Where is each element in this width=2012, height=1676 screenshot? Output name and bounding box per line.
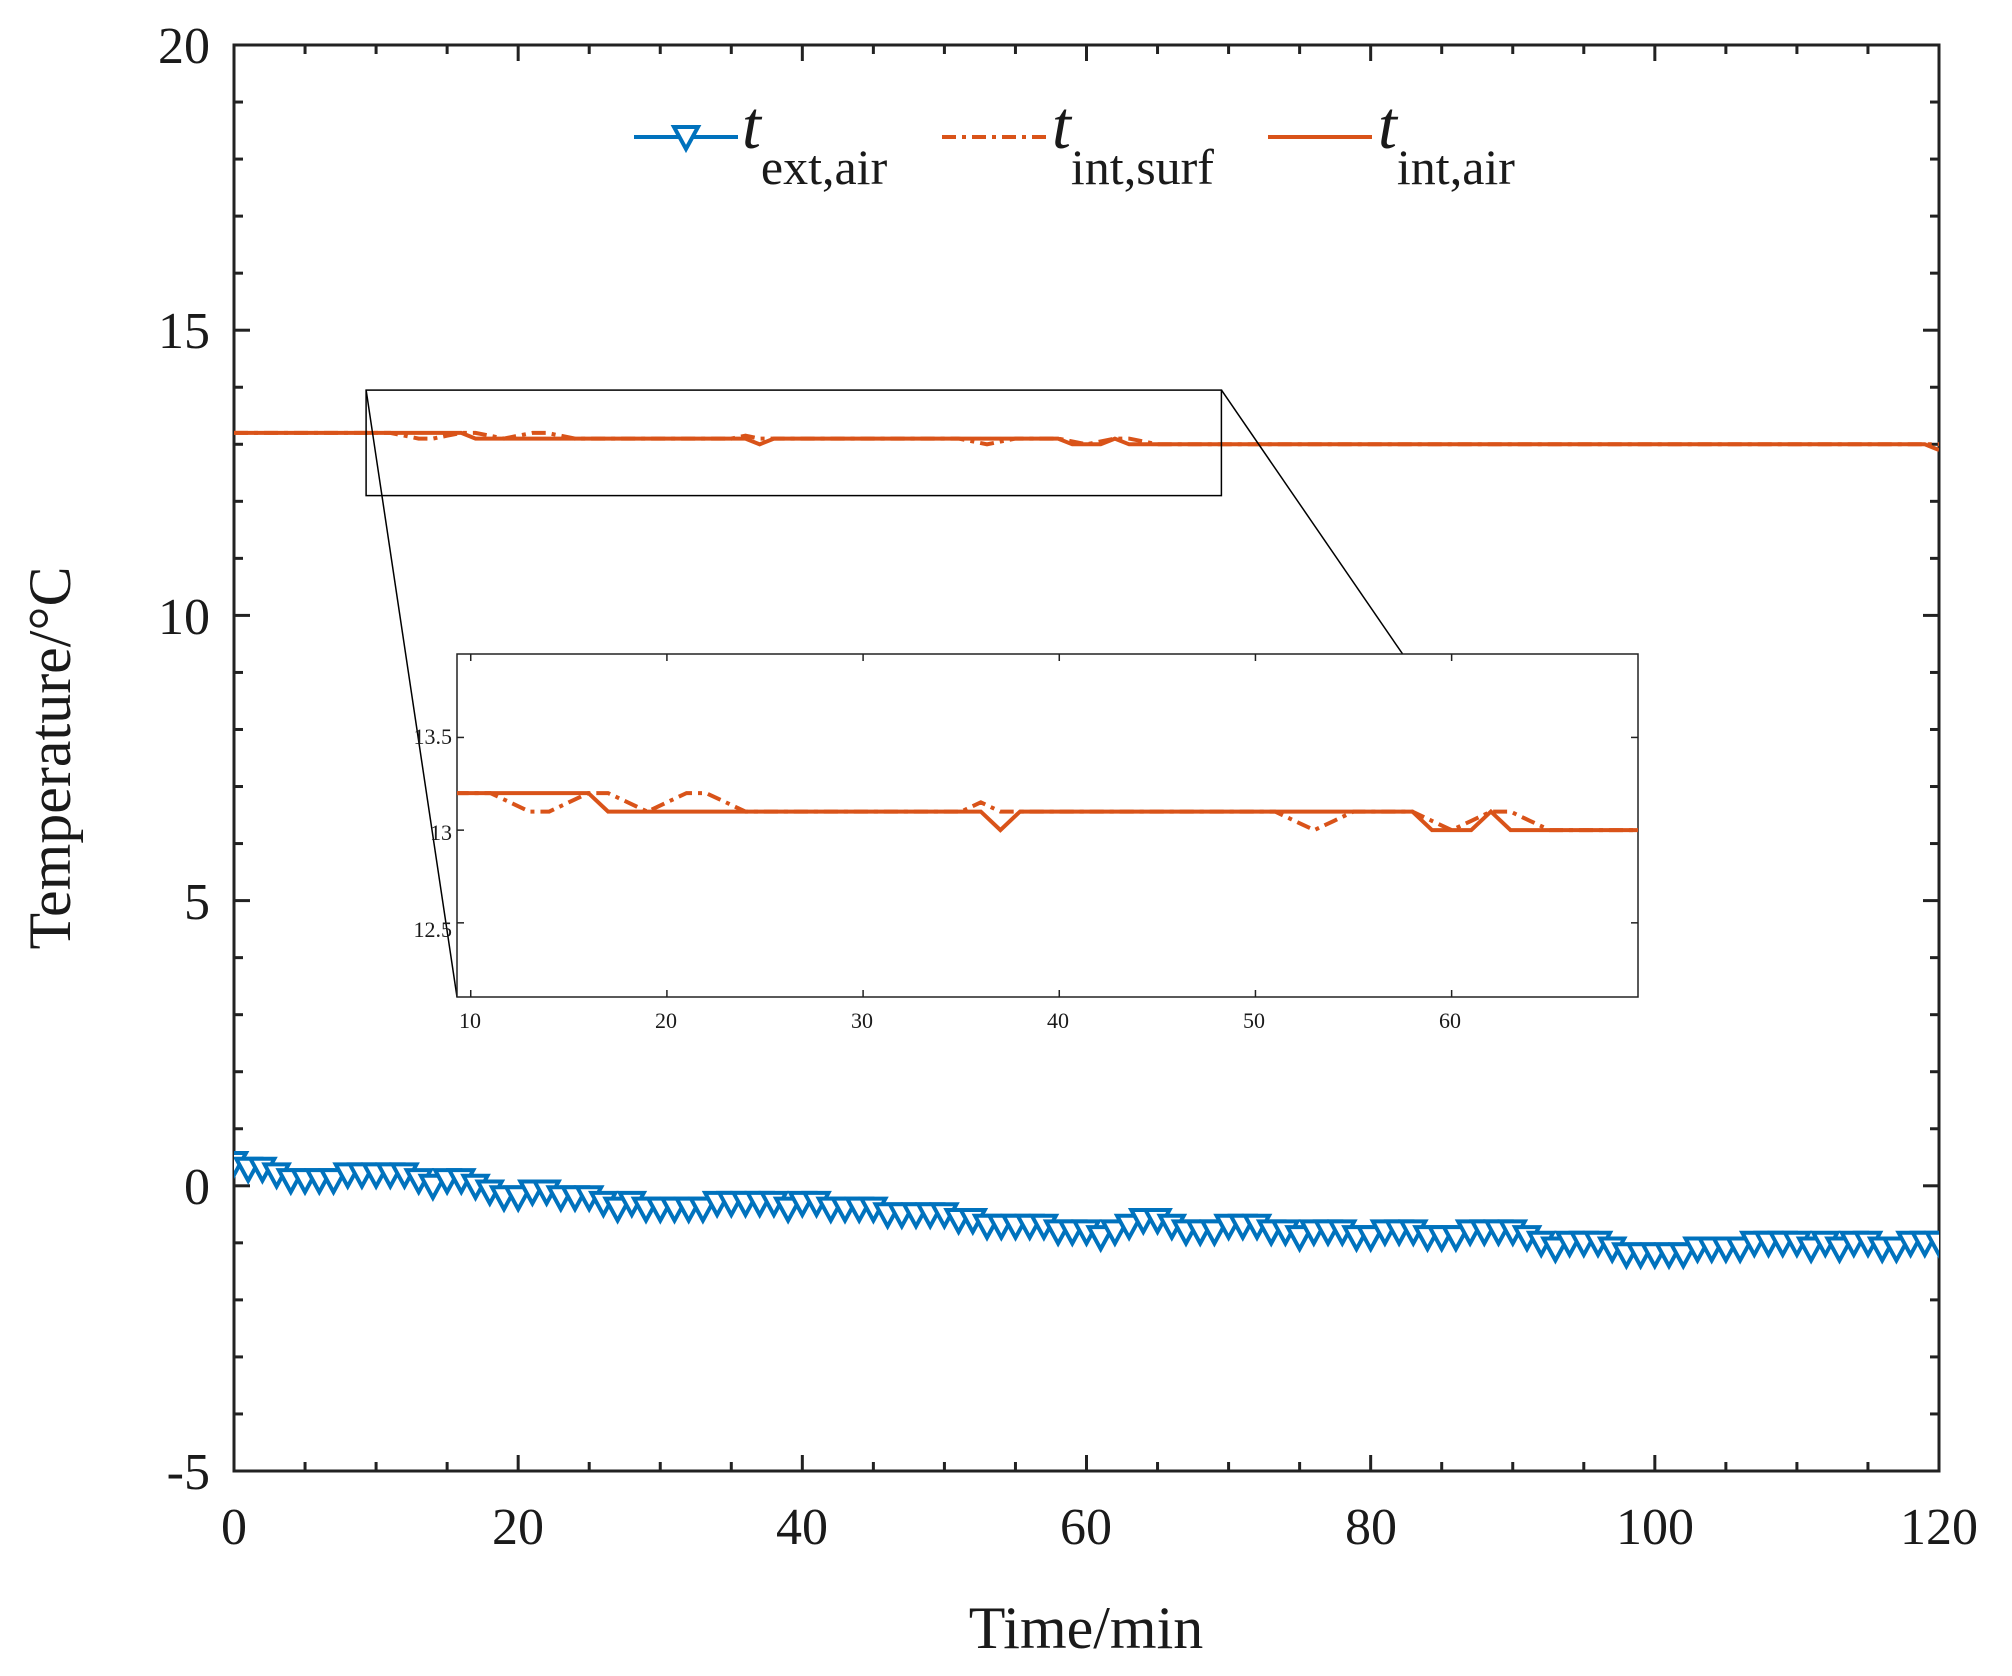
legend-label-ext-air: text,air [742, 87, 888, 195]
inset-x-tick-labels: 10 20 30 40 50 60 [459, 1008, 1461, 1033]
ext-air-marker [1284, 1225, 1315, 1254]
x-tick-label: 60 [1060, 1499, 1112, 1556]
inset-x-tick-label: 50 [1243, 1008, 1265, 1033]
inset-x-tick-label: 20 [655, 1008, 677, 1033]
ext-air-marker [1724, 1236, 1756, 1265]
x-tick-label: 100 [1616, 1499, 1694, 1556]
y-tick-label: 20 [158, 18, 210, 75]
legend-subscript: int,surf [1071, 139, 1214, 195]
inset-frame [456, 653, 1639, 998]
legend-label-int-surf: tint,surf [1052, 87, 1214, 195]
ext-air-marker [1355, 1225, 1387, 1254]
series-ext-air-markers [234, 1151, 1939, 1271]
inset-x-tick-label: 60 [1439, 1008, 1461, 1033]
x-tick-labels: 0 20 40 60 80 100 120 [221, 1499, 1978, 1556]
ext-air-marker [417, 1173, 449, 1202]
legend: text,air tint,surf tint,air [634, 87, 1515, 195]
inset-y-tick-label: 12.5 [414, 917, 453, 942]
ext-air-marker [1540, 1236, 1571, 1265]
x-tick-label: 80 [1345, 1499, 1397, 1556]
legend-subscript: ext,air [761, 139, 888, 195]
y-tick-label: 15 [158, 303, 210, 360]
legend-symbol: t [1378, 87, 1399, 163]
ext-air-marker [318, 1168, 349, 1197]
y-tick-labels: -5 0 5 10 15 20 [158, 18, 210, 1501]
ext-air-marker [1113, 1213, 1145, 1242]
inset-y-tick-label: 13 [430, 820, 452, 845]
zoom-connector-left [365, 389, 458, 998]
inset-x-tick-label: 10 [459, 1008, 481, 1033]
x-tick-label: 120 [1900, 1499, 1978, 1556]
series-int-surf-line [234, 430, 1939, 447]
ext-air-marker [602, 1196, 633, 1225]
x-tick-label: 0 [221, 1499, 247, 1556]
y-tick-label: 10 [158, 589, 210, 646]
ext-air-marker [1824, 1236, 1855, 1265]
legend-symbol: t [1052, 87, 1073, 163]
ext-air-marker [1440, 1225, 1472, 1254]
ext-air-marker [1667, 1242, 1699, 1271]
legend-entry-ext-air: text,air [634, 87, 888, 195]
legend-label-int-air: tint,air [1378, 87, 1515, 195]
inset-y-tick-labels: 12.5 13 13.5 [414, 724, 453, 942]
legend-entry-int-surf: tint,surf [942, 87, 1214, 195]
x-axis-title: Time/min [969, 1595, 1204, 1661]
ext-air-marker [1881, 1236, 1912, 1265]
ext-air-marker [687, 1196, 719, 1225]
zoom-region-box [365, 389, 1223, 497]
x-tick-label: 20 [492, 1499, 544, 1556]
main-tick-marks [232, 43, 1941, 1473]
inset-x-tick-label: 40 [1047, 1008, 1069, 1033]
inset-series-int-surf-line [457, 791, 1638, 833]
ext-air-marker [1199, 1219, 1230, 1248]
ext-air-marker [1923, 1230, 1939, 1259]
y-tick-label: 0 [184, 1159, 210, 1216]
legend-marker-ext-air [670, 125, 702, 154]
inset-y-tick-label: 13.5 [414, 724, 453, 749]
ext-air-marker [1099, 1219, 1131, 1248]
series-int-air-line [234, 430, 1939, 452]
ext-air-marker [1085, 1225, 1117, 1254]
inset-x-tick-label: 30 [851, 1008, 873, 1033]
legend-symbol: t [742, 87, 763, 163]
inset-chart: 10 20 30 40 50 60 12.5 13 13.5 [414, 653, 1639, 1033]
y-tick-label: -5 [167, 1444, 210, 1501]
ext-air-marker [1795, 1236, 1827, 1265]
legend-entry-int-air: tint,air [1268, 87, 1515, 195]
ext-air-marker [502, 1185, 534, 1214]
ext-air-marker [772, 1196, 804, 1225]
x-tick-label: 40 [776, 1499, 828, 1556]
legend-subscript: int,air [1397, 139, 1515, 195]
y-axis-title: Temperature/°C [17, 567, 83, 950]
inset-tick-marks [457, 654, 1638, 997]
y-tick-label: 5 [184, 874, 210, 931]
